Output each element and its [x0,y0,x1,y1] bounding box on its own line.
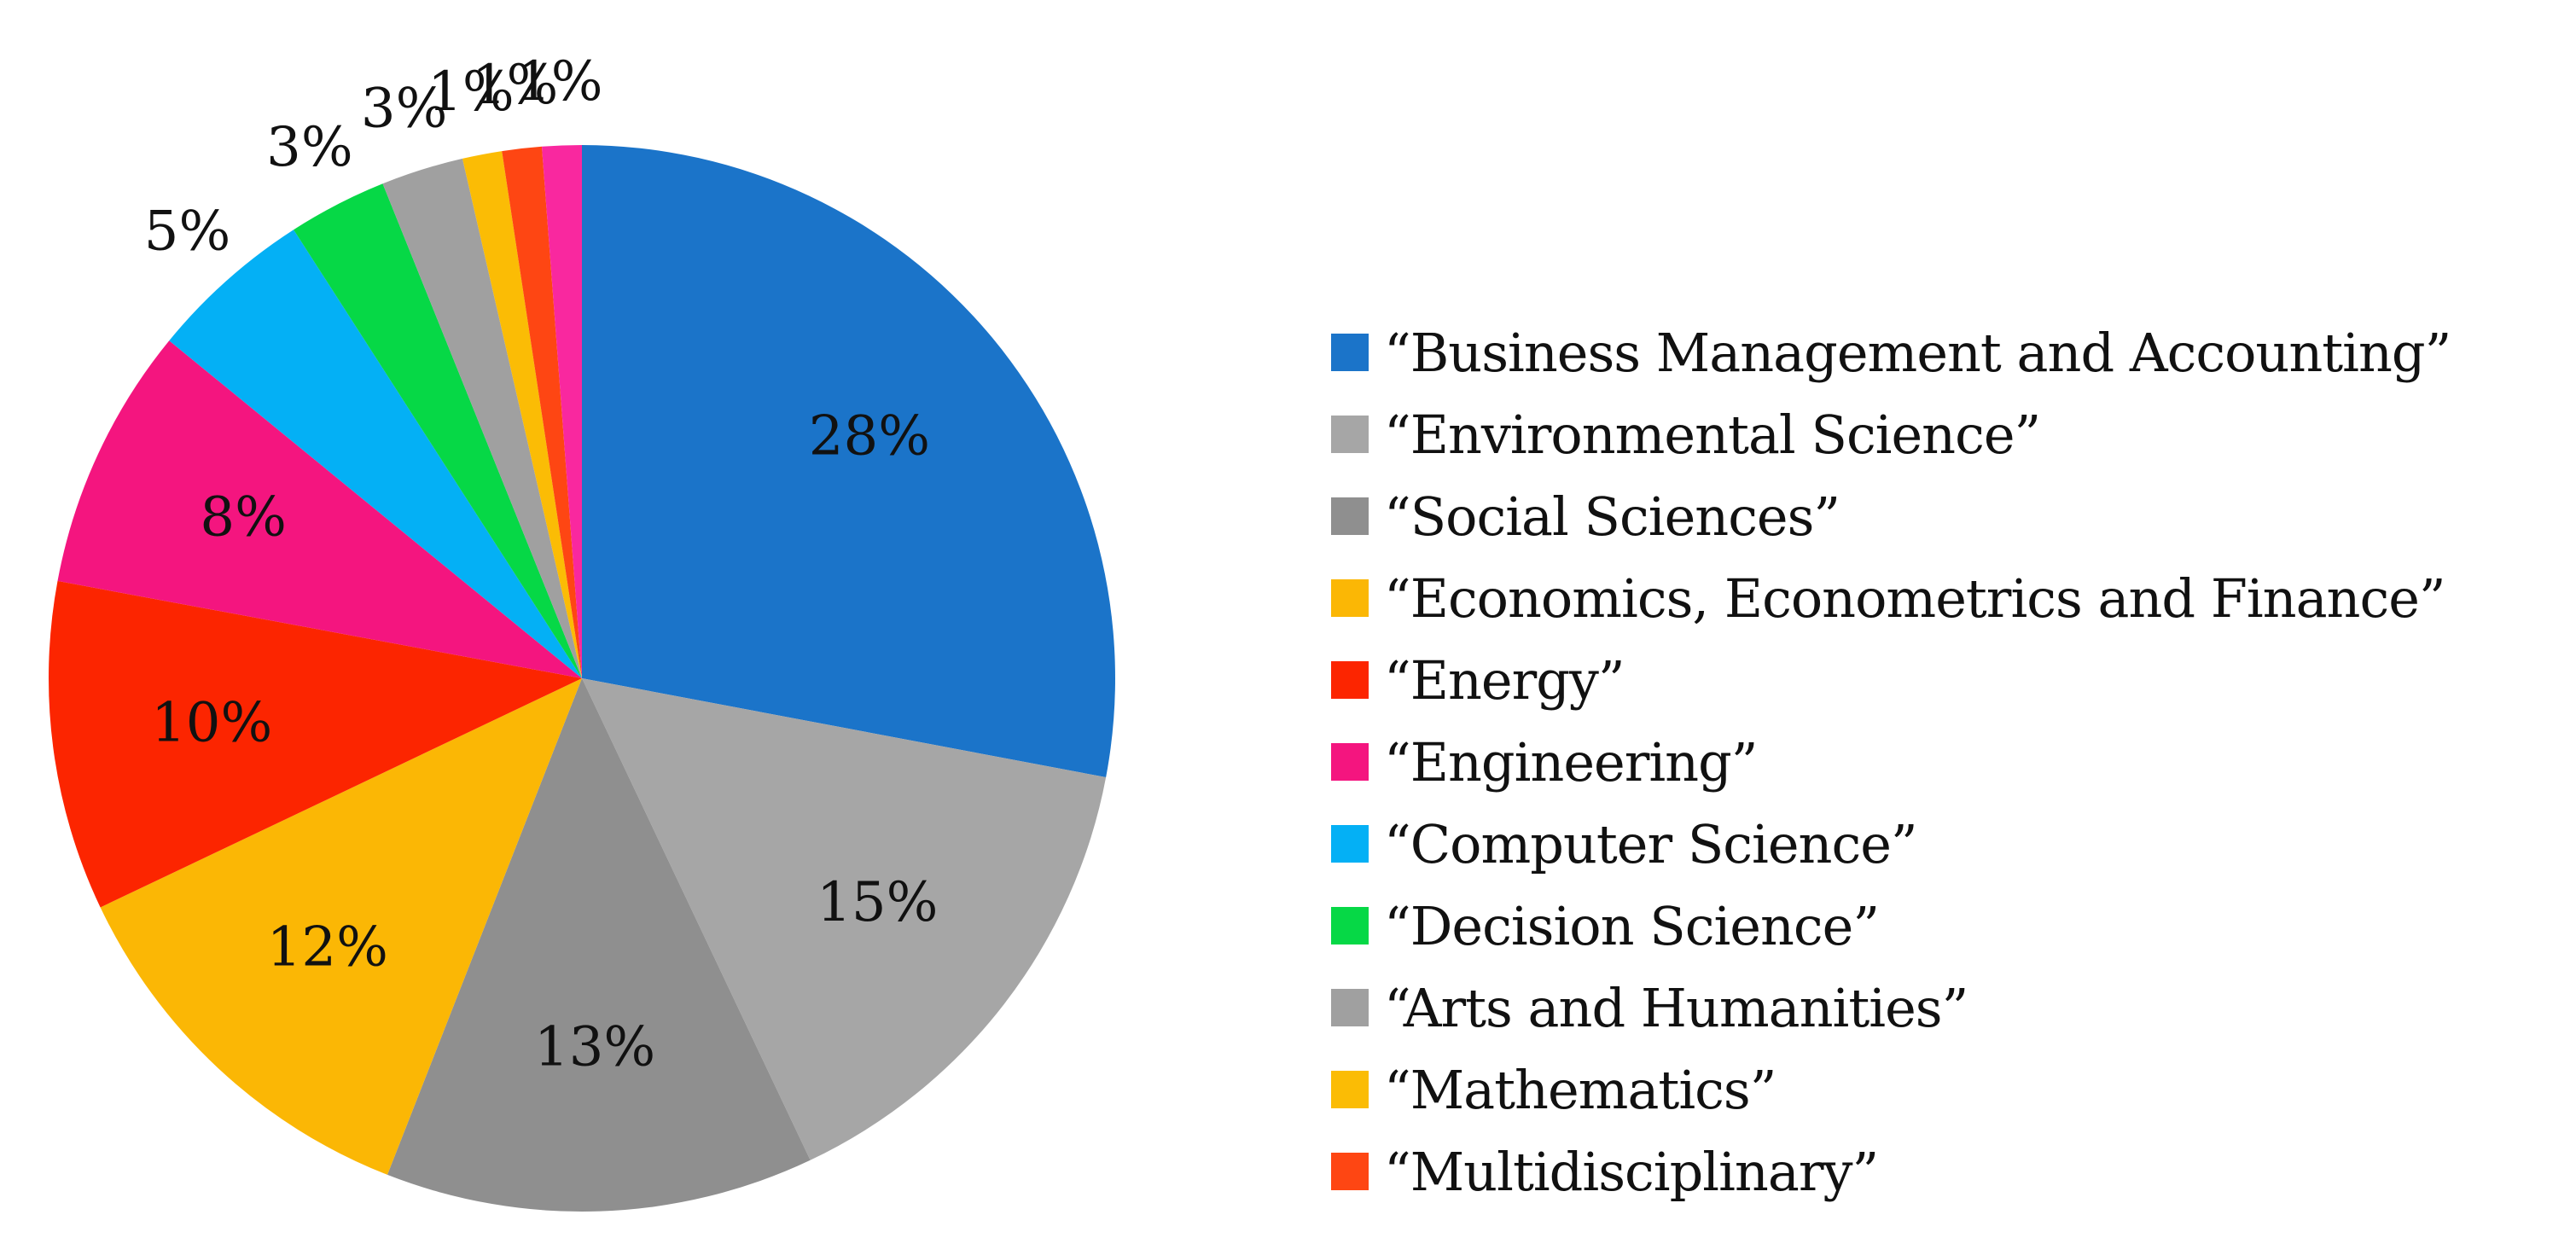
legend-swatch [1331,579,1369,617]
legend-item: “Economics, Econometrics and Finance” [1331,557,2451,639]
legend-label: “Business Management and Accounting” [1384,321,2451,384]
pie-slice [582,145,1115,778]
legend-label: “Computer Science” [1384,812,1918,875]
legend-label: “Engineering” [1384,730,1758,793]
pie-slice [48,580,582,908]
pie-slice [582,678,1107,1160]
legend-item: “Decision Science” [1331,885,2451,967]
legend-item: “Environmental Science” [1331,393,2451,475]
pie-data-label: 5% [144,201,231,264]
pie-chart-plot: 28%15%13%12%10%8%5%3%3%1%1%1% [48,50,1115,1212]
legend-swatch [1331,907,1369,944]
legend-item: “Arts and Humanities” [1331,967,2451,1049]
legend-swatch [1331,661,1369,699]
pie-data-label: 10% [151,691,272,754]
legend-item: “Mathematics” [1331,1049,2451,1130]
pie-slice [502,146,582,678]
legend-label: “Environmental Science” [1384,403,2041,466]
legend-swatch [1331,989,1369,1026]
pie-slice [541,145,582,678]
legend-label: “Energy” [1384,648,1625,712]
legend-label: “Arts and Humanities” [1384,976,1968,1039]
legend-item: “Energy” [1331,639,2451,721]
pie-data-label: 15% [817,871,938,934]
legend-item: “Social Sciences” [1331,475,2451,557]
pie-slice [57,340,582,678]
legend-item: “Business Management and Accounting” [1331,311,2451,393]
pie-slice [462,151,582,678]
legend-swatch [1331,743,1369,781]
legend-label: “Decision Science” [1384,894,1880,957]
pie-data-label: 1% [427,61,515,124]
legend-label: “Economics, Econometrics and Finance” [1384,567,2446,630]
pie-slice [387,678,811,1212]
legend-item: “Multidisciplinary” [1331,1130,2451,1212]
legend-swatch [1331,497,1369,535]
pie-data-label: 13% [534,1016,655,1079]
pie-data-label: 1% [472,54,559,117]
legend-label: “Multidisciplinary” [1384,1140,1879,1203]
legend-swatch [1331,416,1369,453]
chart-legend: “Business Management and Accounting” “Env… [1331,311,2451,1212]
pie-slices [48,145,1115,1212]
legend-swatch [1331,825,1369,863]
pie-data-label: 3% [266,116,353,179]
pie-data-label: 12% [267,916,388,979]
pie-slice [294,183,582,678]
legend-swatch [1331,1153,1369,1190]
pie-data-label: 1% [516,50,603,113]
legend-swatch [1331,334,1369,371]
pie-slice [382,158,582,678]
pie-data-label: 28% [809,404,930,468]
legend-label: “Social Sciences” [1384,485,1840,548]
legend-label: “Mathematics” [1384,1058,1776,1121]
pie-slice [100,678,583,1175]
pie-slice [169,230,583,679]
legend-item: “Engineering” [1331,721,2451,803]
legend-item: “Computer Science” [1331,803,2451,885]
pie-data-label: 8% [200,485,287,549]
pie-data-label: 3% [361,78,448,141]
pie-data-labels: 28%15%13%12%10%8%5%3%3%1%1%1% [144,50,939,1079]
legend-swatch [1331,1071,1369,1108]
